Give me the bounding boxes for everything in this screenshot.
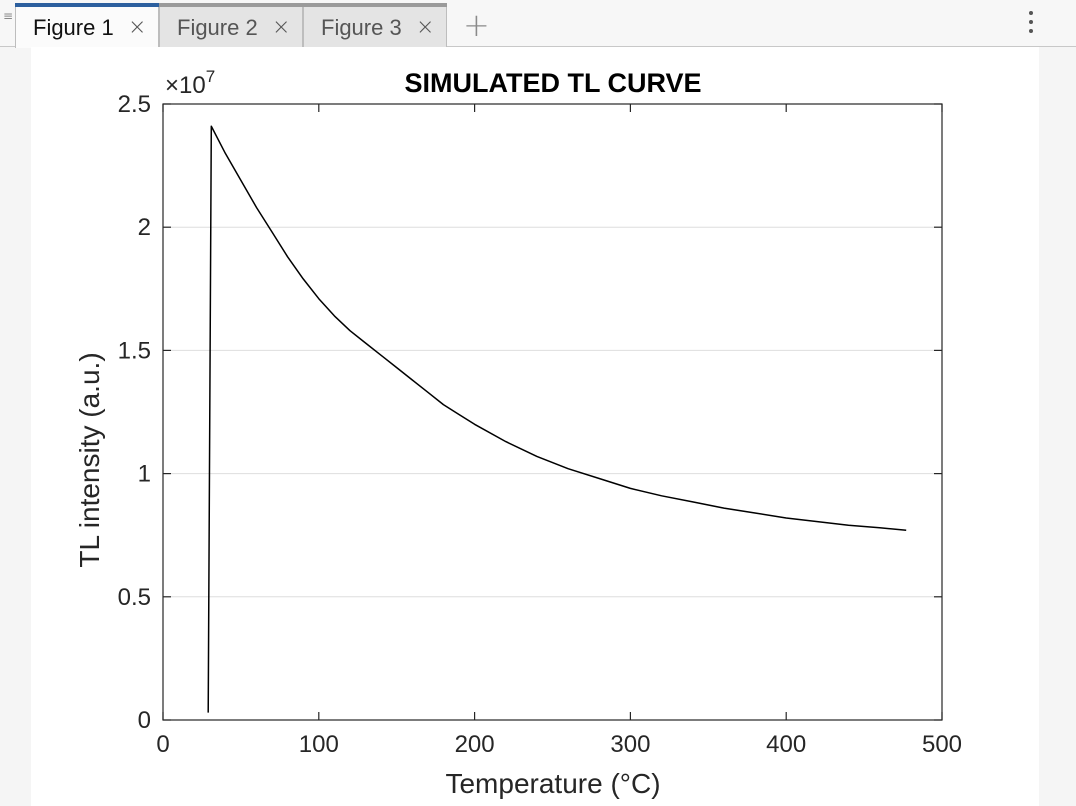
y-axis-label: TL intensity (a.u.) bbox=[74, 352, 105, 567]
y-tick-label: 2 bbox=[138, 214, 151, 241]
tab-figure-1-label: Figure 1 bbox=[33, 15, 114, 40]
y-tick-label: 0.5 bbox=[118, 584, 151, 611]
x-tick-label: 300 bbox=[610, 731, 650, 758]
figure-tab-bar: ≡ Figure 1 × Figure 2 × Figure 3 × + bbox=[0, 0, 1076, 48]
axis-ticks: 0 0.5 1 1.5 2 2.5 0 100 200 300 400 500 bbox=[118, 91, 962, 758]
active-tab-indicator bbox=[15, 3, 159, 7]
y-exponent-label: ×107 bbox=[165, 67, 215, 99]
tab-figure-2[interactable]: Figure 2 × bbox=[159, 3, 303, 47]
close-icon[interactable]: × bbox=[272, 15, 291, 40]
tab-figure-3[interactable]: Figure 3 × bbox=[303, 3, 447, 47]
axes-box bbox=[162, 103, 943, 721]
x-tick-label: 200 bbox=[455, 731, 495, 758]
panel-grip-icon[interactable]: ≡ bbox=[3, 9, 13, 23]
y-tick-label: 1.5 bbox=[118, 337, 151, 364]
y-tick-label: 2.5 bbox=[118, 91, 151, 118]
tab-indicator bbox=[303, 3, 447, 7]
x-tick-label: 400 bbox=[766, 731, 806, 758]
y-tick-label: 0 bbox=[138, 707, 151, 734]
x-tick-label: 100 bbox=[299, 731, 339, 758]
tab-figure-3-label: Figure 3 bbox=[321, 15, 402, 40]
x-tick-label: 500 bbox=[922, 731, 962, 758]
add-figure-tab-icon[interactable]: + bbox=[463, 6, 490, 44]
line-chart: 0 0.5 1 1.5 2 2.5 0 100 200 300 400 500 SIMULATED T… bbox=[74, 67, 962, 799]
grid-lines bbox=[163, 226, 942, 598]
y-tick-label: 1 bbox=[138, 461, 151, 488]
tab-figure-2-label: Figure 2 bbox=[177, 15, 258, 40]
close-icon[interactable]: × bbox=[416, 15, 435, 40]
x-tick-label: 0 bbox=[156, 731, 169, 758]
tab-indicator bbox=[159, 3, 303, 7]
figure-canvas: 0 0.5 1 1.5 2 2.5 0 100 200 300 400 500 SIMULATED T… bbox=[31, 47, 1039, 806]
tab-figure-1[interactable]: Figure 1 × bbox=[15, 3, 159, 48]
x-axis-label: Temperature (°C) bbox=[445, 768, 660, 799]
kebab-menu-icon[interactable] bbox=[1024, 11, 1038, 37]
tl-curve-line bbox=[207, 125, 907, 713]
chart-title: SIMULATED TL CURVE bbox=[404, 68, 701, 98]
close-icon[interactable]: × bbox=[128, 15, 147, 40]
